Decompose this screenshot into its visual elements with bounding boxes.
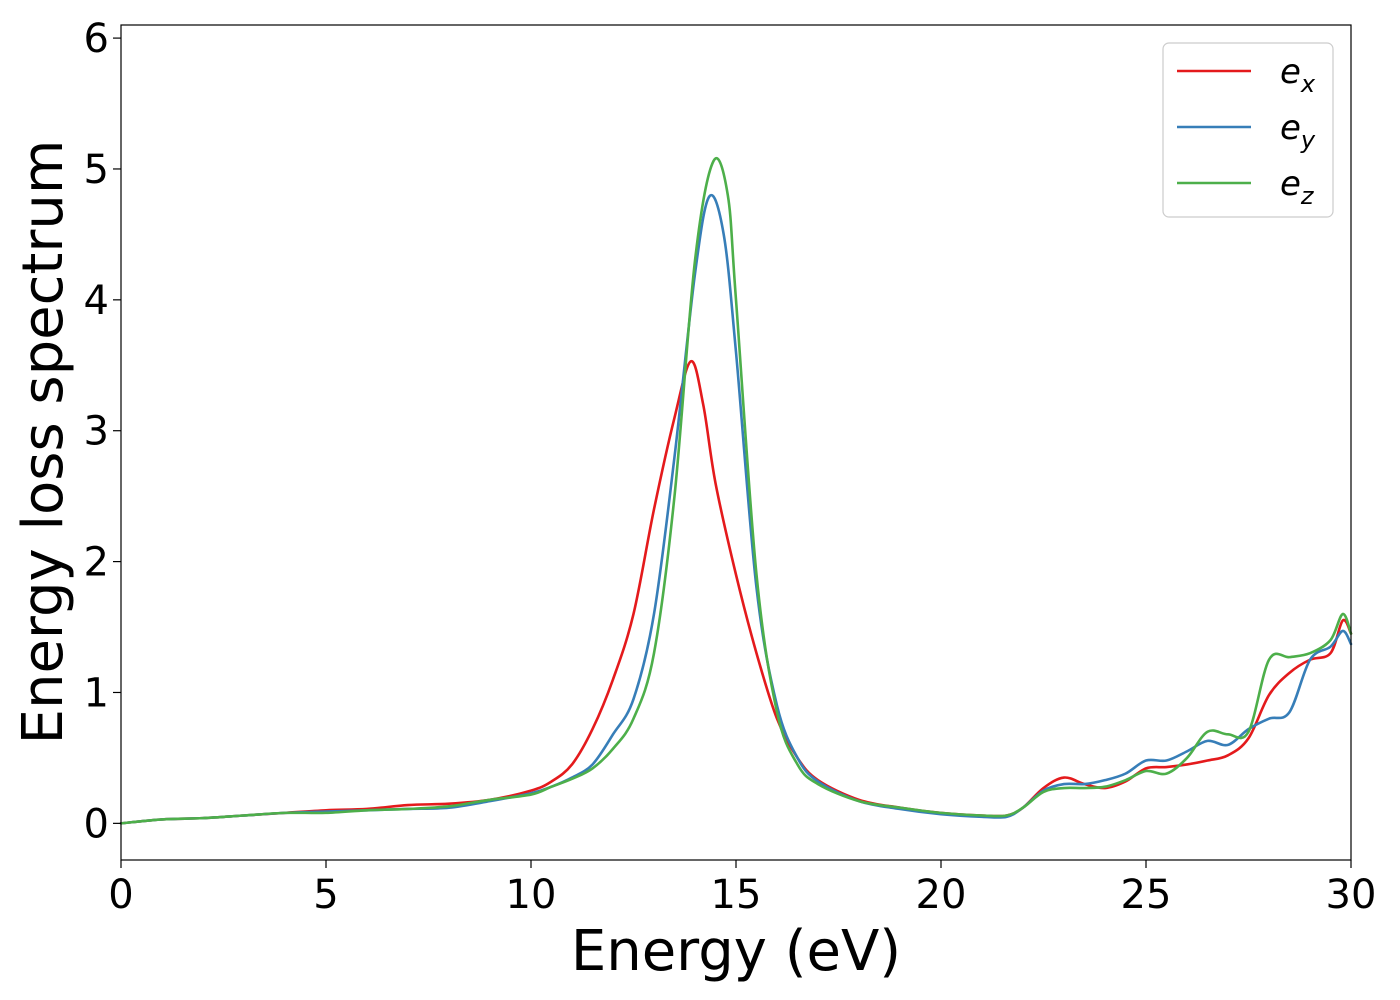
x-axis-label: Energy (eV)	[571, 919, 901, 984]
series-line-e-z	[119, 157, 1353, 825]
x-tick-label: 15	[711, 872, 762, 918]
y-tick-label: 4	[84, 278, 109, 324]
y-tick-label: 5	[84, 147, 109, 193]
x-tick-label: 20	[916, 872, 967, 918]
x-axis-ticks: 0 5 10 15 20 25 30	[108, 860, 1376, 918]
x-tick-label: 25	[1121, 872, 1172, 918]
x-tick-label: 10	[506, 872, 557, 918]
y-tick-label: 1	[84, 670, 109, 716]
series-layer	[119, 157, 1353, 825]
y-tick-label: 0	[84, 801, 109, 847]
x-tick-label: 5	[313, 872, 338, 918]
y-tick-label: 6	[84, 16, 109, 62]
y-axis-label: Energy loss spectrum	[11, 140, 76, 745]
x-tick-label: 30	[1326, 872, 1377, 918]
y-axis-ticks: 0 1 2 3 4 5 6	[84, 16, 121, 847]
y-tick-label: 3	[84, 409, 109, 455]
x-tick-label: 0	[108, 872, 133, 918]
legend-box	[1162, 42, 1334, 218]
y-tick-label: 2	[84, 540, 109, 586]
